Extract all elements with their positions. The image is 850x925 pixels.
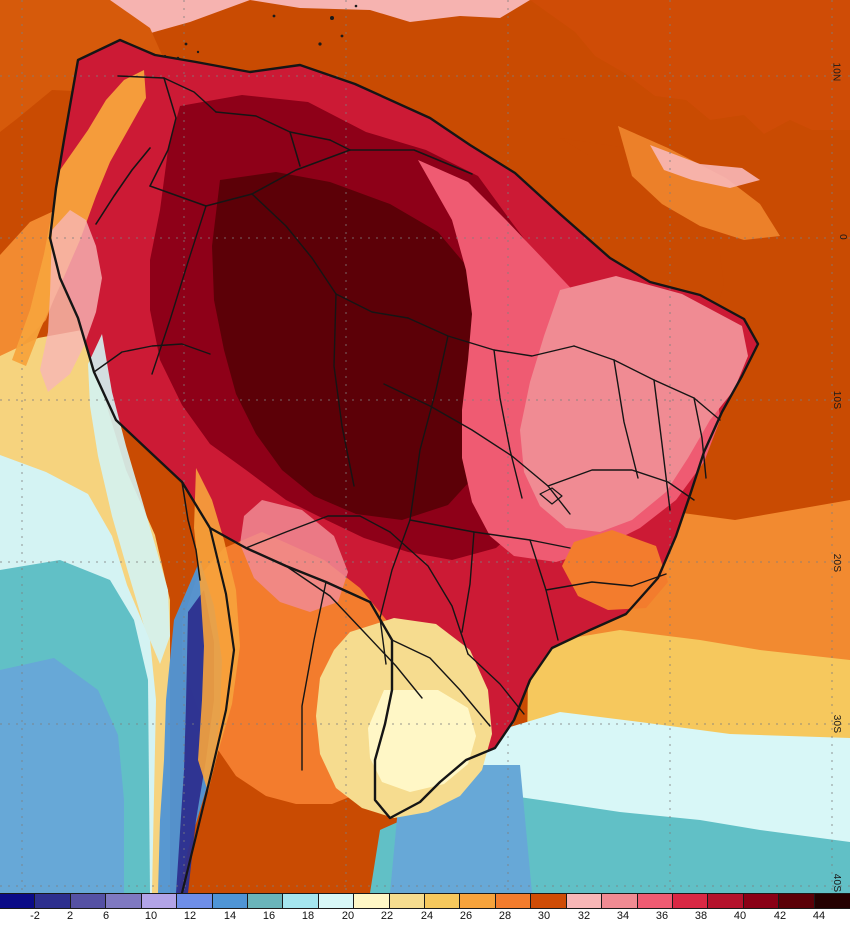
peru-ice-strip (88, 334, 170, 664)
legend-label-26: 26 (459, 910, 473, 922)
legend-label-28: 28 (498, 910, 512, 922)
caribbean-islands (163, 4, 358, 60)
latitude-label-30s: 30S (830, 714, 842, 734)
legend-label-20: 20 (341, 910, 355, 922)
legend-swatch (212, 894, 248, 908)
legend-swatch (354, 894, 390, 908)
lat-lon-gridlines (0, 0, 850, 893)
legend-label-34: 34 (616, 910, 630, 922)
andes-orange-rim (194, 468, 240, 792)
legend-label-16: 16 (262, 910, 276, 922)
legend-label-32: 32 (577, 910, 591, 922)
legend-label-42: 42 (773, 910, 787, 922)
extreme-heat-core (212, 172, 516, 520)
legend-swatch (389, 894, 425, 908)
map-canvas (0, 0, 850, 893)
northeast-ocean-orange (530, 0, 850, 134)
legend-colorbar (0, 893, 850, 909)
legend-swatch (566, 894, 603, 908)
rio-grande-pale-region (368, 690, 476, 792)
legend-swatch (177, 894, 213, 908)
legend-swatch (141, 894, 178, 908)
legend-swatch (70, 894, 107, 908)
bolivia-pink-patch (240, 500, 348, 612)
legend-swatch (495, 894, 532, 908)
legend-swatch (531, 894, 567, 908)
legend-label-24: 24 (420, 910, 434, 922)
legend-label-30: 30 (537, 910, 551, 922)
legend-label-38: 38 (694, 910, 708, 922)
legend-label-14: 14 (223, 910, 237, 922)
legend-label-44: 44 (812, 910, 826, 922)
legend-swatch (283, 894, 319, 908)
pacific-blue-band (0, 658, 124, 893)
latitude-label-0: 0 (837, 234, 849, 240)
legend-label-36: 36 (655, 910, 669, 922)
legend-swatch (779, 894, 815, 908)
country-borders (48, 38, 760, 893)
legend-swatch (318, 894, 355, 908)
legend-labels: -2 2 6 10 12 14 16 18 20 22 24 26 28 30 … (0, 909, 850, 925)
legend-label-10: 10 (144, 910, 158, 922)
legend-swatch (743, 894, 780, 908)
northeast-pink-patch (520, 276, 748, 532)
legend-swatch (672, 894, 709, 908)
legend-label-40: 40 (733, 910, 747, 922)
legend-label-neg2: -2 (30, 910, 40, 922)
ocean-pink-patch (650, 145, 760, 188)
legend-label-12: 12 (183, 910, 197, 922)
legend-label-6: 6 (102, 910, 110, 922)
temperature-map: 10N 0 10S 20S 30S 40S (0, 0, 850, 893)
temperature-legend: -2 2 6 10 12 14 16 18 20 22 24 26 28 30 … (0, 893, 850, 925)
legend-label-18: 18 (301, 910, 315, 922)
legend-swatch (35, 894, 71, 908)
legend-swatch (460, 894, 496, 908)
legend-swatch (425, 894, 461, 908)
legend-swatch (637, 894, 673, 908)
legend-swatch (247, 894, 284, 908)
legend-swatch (602, 894, 638, 908)
legend-swatch (814, 894, 850, 908)
latitude-label-20s: 20S (830, 553, 842, 573)
legend-swatch (708, 894, 744, 908)
legend-swatch (0, 894, 36, 908)
legend-label-2: 2 (66, 910, 74, 922)
latitude-label-40s: 40S (830, 873, 842, 893)
latitude-label-10s: 10S (830, 390, 842, 410)
legend-swatch (106, 894, 142, 908)
southeast-orange-patch (562, 530, 668, 610)
legend-label-22: 22 (380, 910, 394, 922)
latitude-label-10n: 10N (830, 62, 842, 82)
